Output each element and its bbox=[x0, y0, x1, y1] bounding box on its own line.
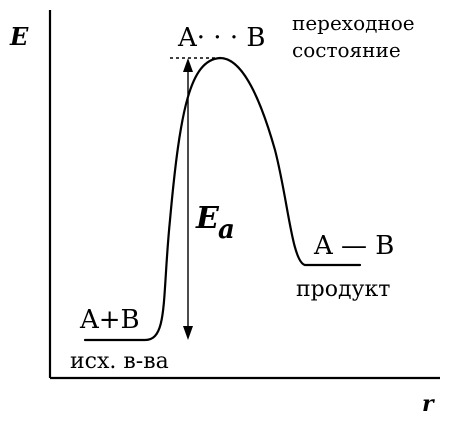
y-axis-label: E bbox=[9, 22, 29, 51]
x-axis-label: r bbox=[422, 391, 435, 417]
reaction-energy-curve bbox=[83, 56, 362, 342]
transition-species-label: A· · · B bbox=[177, 23, 265, 53]
product-name-label: продукт bbox=[296, 277, 390, 302]
arrow-head-down bbox=[183, 326, 193, 340]
arrow-head-up bbox=[183, 58, 193, 72]
transition-state-label-line1: переходное bbox=[292, 11, 415, 35]
activation-energy-label: E bbox=[195, 201, 220, 236]
reactants-species-label: A+B bbox=[79, 305, 140, 335]
reactants-name-label: исх. в-ва bbox=[70, 349, 169, 374]
activation-energy-subscript: a bbox=[218, 215, 235, 245]
transition-state-label-line2: состояние bbox=[292, 38, 401, 62]
product-species-label: A — B bbox=[313, 231, 394, 261]
